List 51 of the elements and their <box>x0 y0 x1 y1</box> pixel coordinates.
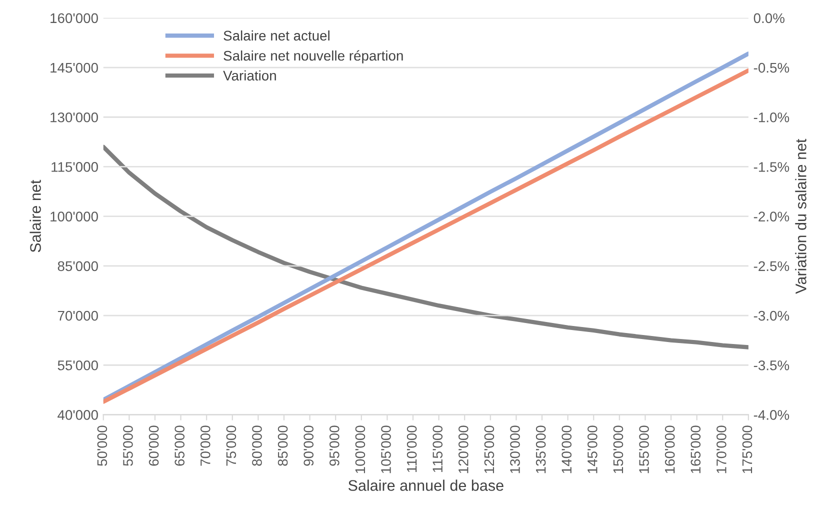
x-tick-label: 165'000 <box>690 426 701 474</box>
y2-tick-label: -2.5% <box>754 261 790 272</box>
y-tick-label: 160'000 <box>50 13 98 24</box>
x-tick-label: 160'000 <box>664 426 675 474</box>
y2-tick-label: -1.5% <box>754 162 790 172</box>
y2-tick-label: 0.0% <box>754 13 784 24</box>
x-axis-title: Salaire annuel de base <box>348 480 504 491</box>
x-tick-label: 75'000 <box>226 426 236 466</box>
legend-label: Variation <box>223 70 276 81</box>
x-tick-label: 125'000 <box>484 426 494 474</box>
y2-tick-label: -3.0% <box>754 310 790 321</box>
x-tick-label: 90'000 <box>304 426 314 466</box>
x-tick-label: 140'000 <box>562 426 572 474</box>
x-tick-label: 135'000 <box>536 426 546 474</box>
y-tick-label: 145'000 <box>50 62 98 73</box>
x-tick-label: 50'000 <box>97 426 108 466</box>
y2-tick-label: -1.0% <box>754 112 790 122</box>
y-axis-title: Salaire net <box>30 180 41 252</box>
x-tick-label: 80'000 <box>252 426 262 466</box>
y2-tick-label: -4.0% <box>754 410 790 420</box>
y-tick-label: 100'000 <box>50 212 98 222</box>
x-tick-label: 55'000 <box>123 426 133 466</box>
x-tick-label: 105'000 <box>381 426 391 474</box>
x-tick-label: 60'000 <box>148 426 159 466</box>
x-tick-label: 130'000 <box>510 426 520 474</box>
x-tick-label: 65'000 <box>174 426 185 466</box>
y2-tick-label: -3.5% <box>754 360 790 370</box>
x-tick-label: 155'000 <box>639 426 649 474</box>
x-tick-label: 95'000 <box>329 426 340 466</box>
y-tick-label: 85'000 <box>58 261 98 272</box>
y2-tick-label: -0.5% <box>754 62 790 73</box>
legend-label: Salaire net nouvelle répartion <box>224 50 403 64</box>
y-tick-label: 55'000 <box>58 360 98 370</box>
x-tick-label: 170'000 <box>716 426 726 474</box>
y-tick-label: 130'000 <box>50 112 98 122</box>
x-tick-label: 85'000 <box>278 426 288 466</box>
y-tick-label: 40'000 <box>58 410 98 420</box>
x-tick-label: 110'000 <box>406 426 417 472</box>
legend-label: Salaire net actuel <box>224 30 330 41</box>
x-tick-label: 70'000 <box>200 426 210 466</box>
x-tick-label: 145'000 <box>588 426 598 474</box>
y-tick-label: 70'000 <box>58 310 98 321</box>
x-tick-label: 150'000 <box>613 426 624 474</box>
x-tick-label: 175'000 <box>742 426 752 474</box>
x-tick-label: 100'000 <box>355 426 366 474</box>
x-tick-label: 120'000 <box>458 426 468 474</box>
x-tick-label: 115'000 <box>432 426 443 472</box>
y2-tick-label: -2.0% <box>754 212 790 222</box>
y-tick-label: 115'000 <box>52 162 98 172</box>
y2-axis-title: Variation du salaire net <box>795 138 806 294</box>
line-series <box>103 144 748 350</box>
